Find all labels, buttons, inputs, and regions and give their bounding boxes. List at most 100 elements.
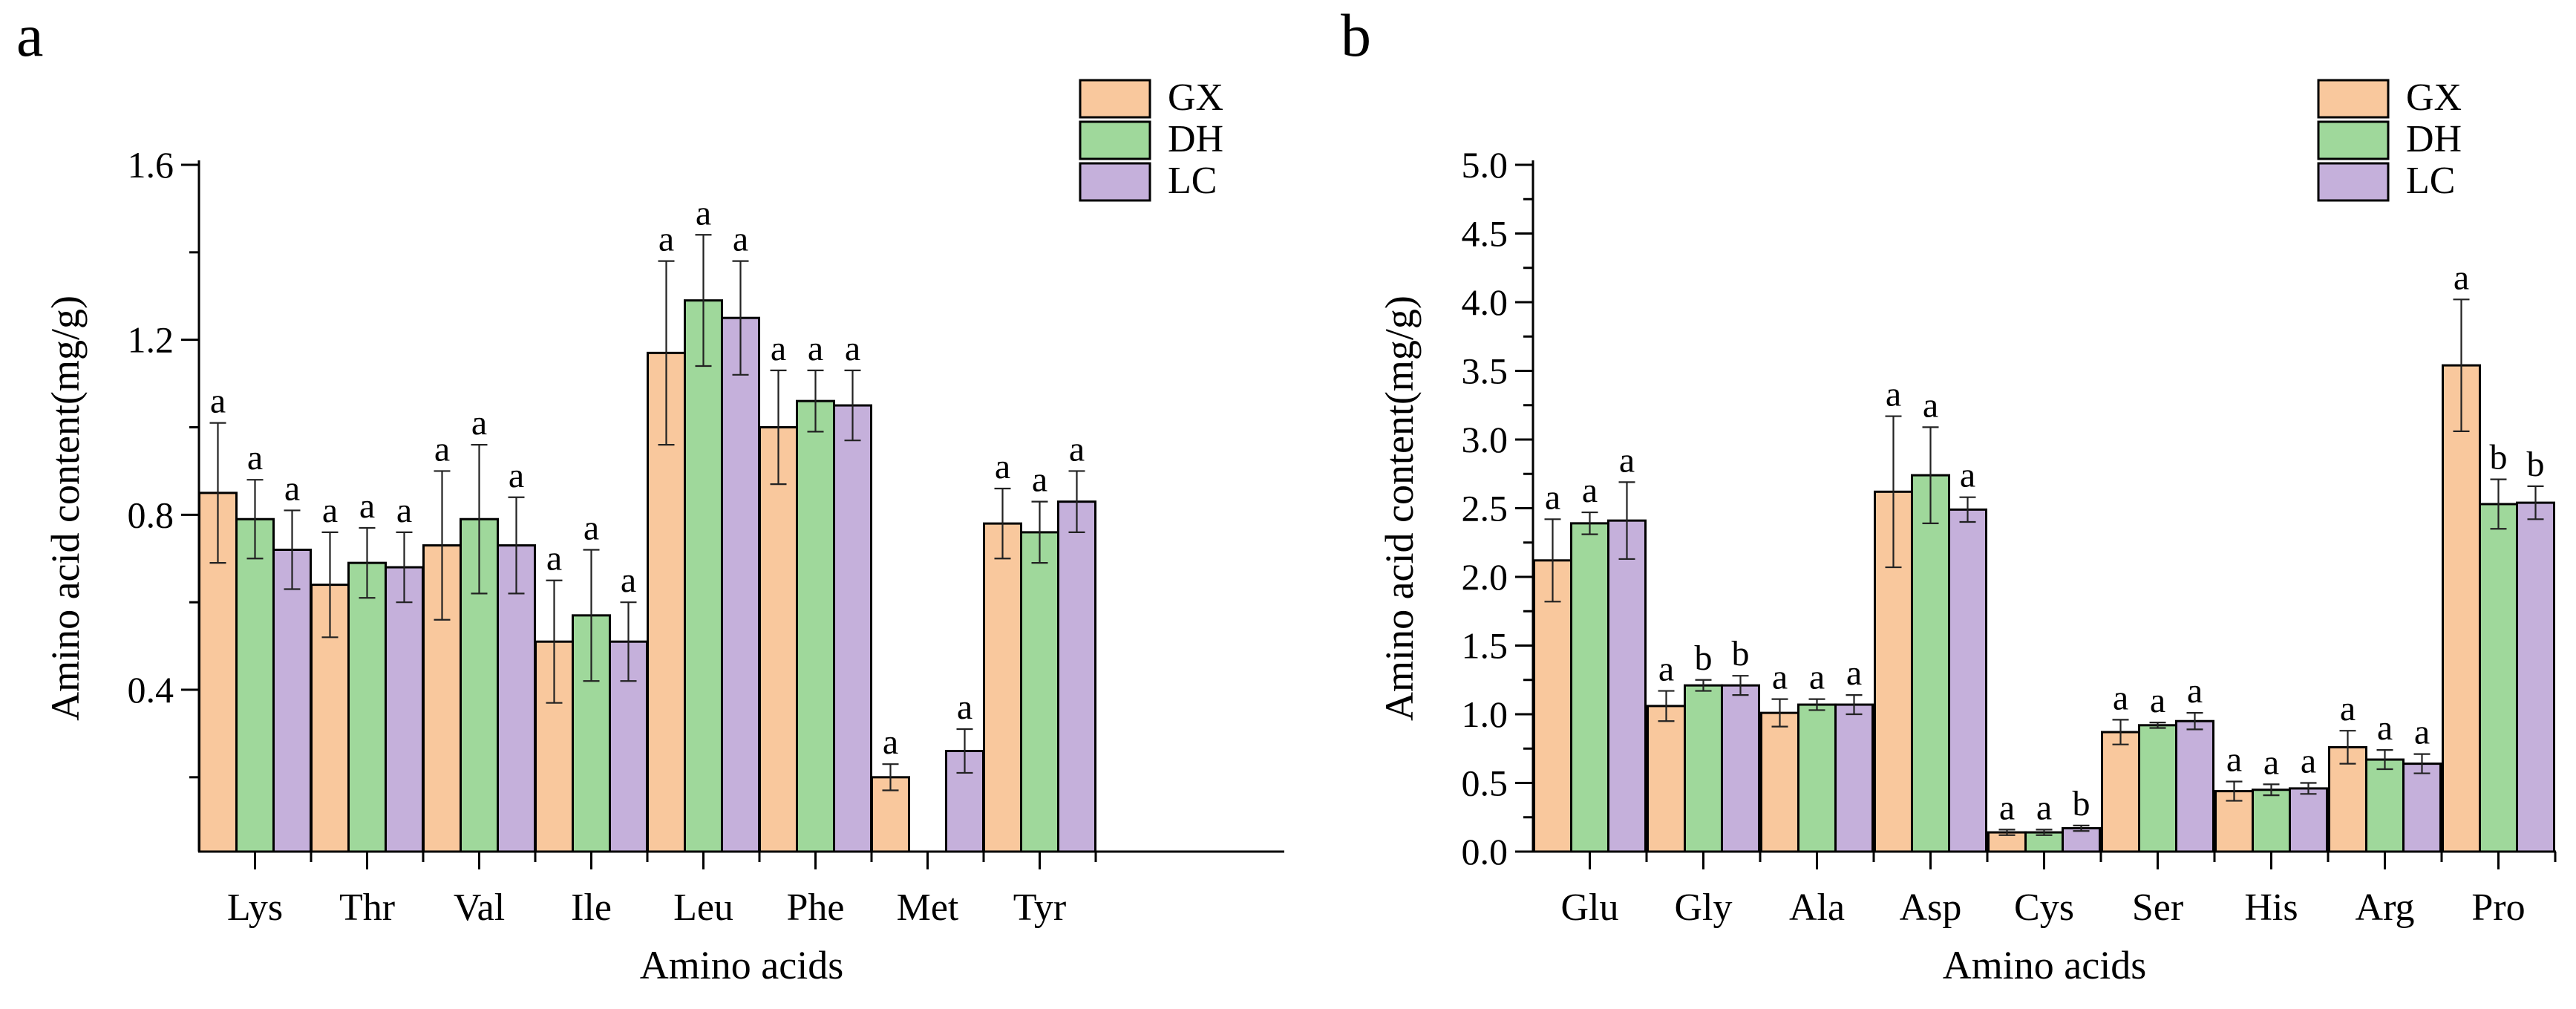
bar-DH-Thr (347, 561, 387, 853)
significance-letter: a (1582, 471, 1598, 510)
significance-letter: a (2150, 681, 2165, 720)
bar-DH-Asp (1911, 474, 1950, 853)
significance-letter: a (883, 722, 898, 762)
y-tick-label: 5.0 (1462, 144, 1508, 186)
significance-letter: a (509, 456, 524, 495)
bar-LC-Lys (272, 548, 312, 853)
significance-letter: a (771, 329, 786, 368)
significance-letter: a (2113, 678, 2128, 717)
panel-label: b (1341, 1, 1371, 69)
significance-letter: a (1772, 658, 1788, 697)
significance-letter: a (733, 220, 748, 259)
bar-DH-Phe (796, 399, 835, 853)
significance-letter: a (359, 486, 375, 526)
bar-LC-Glu (1607, 519, 1647, 853)
bar-LC-Gly (1721, 684, 1760, 853)
legend-label-DH: DH (1168, 118, 1223, 160)
significance-letter: a (583, 508, 599, 547)
x-tick-label: Ile (571, 886, 612, 929)
legend-label-LC: LC (2406, 160, 2455, 202)
bar-LC-His (2289, 787, 2328, 853)
bar-DH-Lys (235, 517, 275, 853)
significance-letter: a (434, 429, 450, 468)
significance-letter: a (621, 561, 636, 600)
bar-DH-Arg (2365, 758, 2405, 853)
significance-letter: a (696, 193, 711, 232)
legend-swatch-GX (1079, 79, 1151, 119)
y-tick-label: 1.6 (128, 144, 174, 186)
legend-swatch-DH (1079, 120, 1151, 160)
x-tick-label: Ser (2132, 886, 2183, 929)
significance-letter: a (210, 382, 226, 421)
bar-DH-Ala (1797, 703, 1837, 853)
significance-letter: a (1032, 460, 1047, 500)
x-tick-label: Met (897, 886, 959, 929)
significance-letter: b (2527, 445, 2545, 484)
bar-GX-Pro (2442, 364, 2481, 853)
bar-LC-Ala (1834, 703, 1874, 853)
bar-DH-Ser (2138, 724, 2177, 853)
significance-letter: a (1809, 658, 1825, 697)
y-tick-label: 3.0 (1462, 419, 1508, 460)
x-tick-label: Ala (1789, 886, 1845, 929)
significance-letter: a (322, 491, 338, 530)
x-tick-label: Gly (1675, 886, 1733, 929)
significance-letter: a (1960, 456, 1975, 495)
significance-letter: a (1658, 650, 1674, 689)
significance-letter: a (2226, 740, 2242, 780)
x-tick-label: Glu (1561, 886, 1619, 929)
significance-letter: a (1999, 788, 2015, 827)
legend-swatch-LC (1079, 162, 1151, 202)
legend-swatch-GX (2317, 79, 2390, 119)
bar-LC-Phe (833, 404, 872, 853)
significance-letter: a (845, 329, 860, 368)
x-tick-label: Phe (787, 886, 845, 929)
legend-label-GX: GX (2406, 76, 2462, 119)
bar-DH-Gly (1684, 684, 1723, 853)
bar-DH-Leu (684, 299, 723, 853)
x-tick-label: Pro (2471, 886, 2525, 929)
y-tick-label: 0.4 (128, 669, 174, 711)
y-tick-label: 3.5 (1462, 350, 1508, 392)
bar-LC-Arg (2402, 763, 2442, 853)
bar-DH-His (2252, 788, 2291, 853)
y-tick-label: 1.2 (128, 319, 174, 361)
y-tick-label: 0.8 (128, 494, 174, 535)
significance-letter: a (2340, 689, 2356, 728)
significance-letter: a (2301, 742, 2316, 781)
bar-DH-Pro (2479, 503, 2518, 853)
significance-letter: a (658, 220, 674, 259)
bar-GX-Gly (1647, 705, 1686, 853)
bar-GX-Ala (1760, 711, 1799, 853)
significance-letter: a (247, 438, 263, 477)
x-tick-label: Lys (227, 886, 283, 929)
y-axis-title: Amino acid content(mg/g) (43, 295, 88, 721)
bar-LC-Leu (721, 316, 760, 853)
significance-letter: a (1069, 429, 1085, 468)
y-tick-label: 4.5 (1462, 213, 1508, 255)
significance-letter: a (396, 491, 412, 530)
panel-label: a (16, 1, 43, 69)
bar-LC-Asp (1948, 508, 1987, 853)
legend-label-GX: GX (1168, 76, 1223, 119)
bar-GX-Tyr (983, 522, 1022, 853)
significance-letter: a (2187, 671, 2203, 711)
y-tick-label: 2.0 (1462, 556, 1508, 598)
x-axis-title: Amino acids (640, 943, 843, 987)
significance-letter: b (1695, 639, 1713, 678)
bar-GX-Phe (759, 426, 798, 853)
y-tick-label: 2.5 (1462, 488, 1508, 529)
x-tick-label: Cys (2014, 886, 2074, 929)
bar-GX-Ser (2101, 731, 2140, 853)
bar-LC-Pro (2516, 501, 2555, 853)
significance-letter: b (2073, 784, 2090, 823)
significance-letter: a (1846, 653, 1862, 693)
x-tick-label: Tyr (1013, 886, 1066, 929)
legend-label-DH: DH (2406, 118, 2462, 160)
significance-letter: a (2454, 258, 2469, 297)
x-axis-title: Amino acids (1943, 943, 2146, 987)
significance-letter: a (284, 468, 300, 508)
